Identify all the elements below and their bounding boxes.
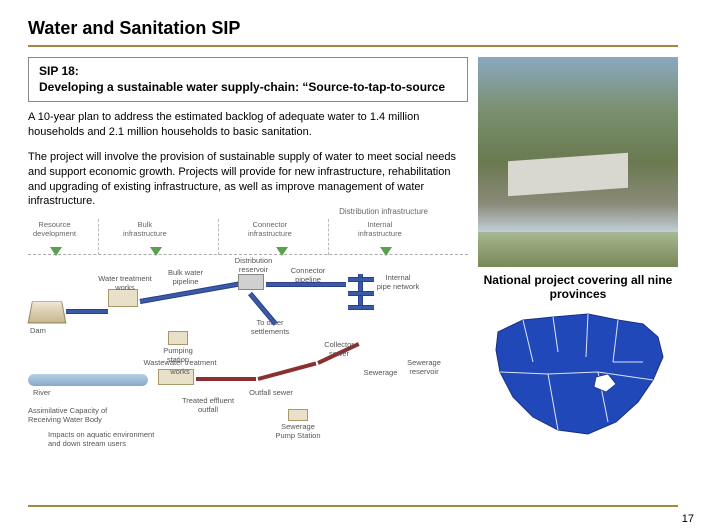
reservoir-icon xyxy=(238,274,264,290)
node-treated: Treated effluentoutfall xyxy=(178,397,238,414)
node-sew-pump: SeweragePump Station xyxy=(268,423,328,440)
node-wwtw: Wastewater treatmentworks xyxy=(140,359,220,376)
node-dist-res: Distributionreservoir xyxy=(226,257,281,274)
footer-rule xyxy=(28,505,678,507)
node-assim: Assimilative Capacity ofReceiving Water … xyxy=(28,407,128,424)
node-river: River xyxy=(33,389,51,397)
content-row: SIP 18: Developing a sustainable water s… xyxy=(28,57,678,444)
sep-3 xyxy=(328,219,329,255)
paragraph-1: A 10-year plan to address the estimated … xyxy=(28,110,468,140)
river-icon xyxy=(28,374,148,386)
node-sew-res: Seweragereservoir xyxy=(400,359,448,376)
sa-map xyxy=(478,302,678,442)
sip-box: SIP 18: Developing a sustainable water s… xyxy=(28,57,468,102)
sewer-icon xyxy=(257,362,316,381)
sa-map-svg xyxy=(478,302,678,442)
title-rule xyxy=(28,45,678,47)
col-bulk: Bulkinfrastructure xyxy=(123,221,167,238)
col-resource: Resourcedevelopment xyxy=(33,221,76,238)
slide: Water and Sanitation SIP SIP 18: Develop… xyxy=(0,0,706,529)
col-connector: Connectorinfrastructure xyxy=(248,221,292,238)
node-dam: Dam xyxy=(30,327,46,335)
right-column: National project covering all nine provi… xyxy=(478,57,678,444)
sip-line1: SIP 18: xyxy=(39,64,457,80)
col-internal: Internalinfrastructure xyxy=(358,221,402,238)
arrow-icon xyxy=(276,247,288,256)
page-number: 17 xyxy=(682,513,694,525)
left-column: SIP 18: Developing a sustainable water s… xyxy=(28,57,468,444)
page-title: Water and Sanitation SIP xyxy=(28,18,678,39)
pipe-icon xyxy=(348,277,374,282)
node-other: To othersettlements xyxy=(246,319,294,336)
pump-icon xyxy=(168,331,188,345)
node-conn-pipe: Connectorpipeline xyxy=(283,267,333,284)
pipe-icon xyxy=(348,305,374,310)
arrow-icon xyxy=(380,247,392,256)
pipe-icon xyxy=(66,309,108,314)
node-collector: Collectorsewer xyxy=(318,341,360,358)
water-chain-diagram: Distribution infrastructure Resourcedeve… xyxy=(28,219,468,444)
node-impacts: Impacts on aquatic environmentand down s… xyxy=(48,431,178,448)
paragraph-2: The project will involve the provision o… xyxy=(28,150,468,209)
node-wtw: Water treatmentworks xyxy=(90,275,160,292)
pipe-icon xyxy=(348,291,374,296)
sew-pump-icon xyxy=(288,409,308,421)
dam-icon xyxy=(28,302,67,324)
arrow-icon xyxy=(150,247,162,256)
diagram-header-top: Distribution infrastructure xyxy=(339,207,428,216)
sep-1 xyxy=(98,219,99,255)
node-bulk-pipe: Bulk waterpipeline xyxy=(158,269,213,286)
map-outline xyxy=(496,314,663,434)
sep-2 xyxy=(218,219,219,255)
node-outfall: Outfall sewer xyxy=(246,389,296,397)
node-internal: Internalpipe network xyxy=(373,274,423,291)
node-sewerage: Sewerage xyxy=(358,369,403,377)
sip-line2: Developing a sustainable water supply-ch… xyxy=(39,80,457,96)
map-caption: National project covering all nine provi… xyxy=(478,273,678,302)
dam-photo xyxy=(478,57,678,267)
diagram-header-row: Resourcedevelopment Bulkinfrastructure C… xyxy=(28,219,468,255)
sewer-icon xyxy=(196,377,256,381)
wtw-icon xyxy=(108,289,138,307)
arrow-icon xyxy=(50,247,62,256)
